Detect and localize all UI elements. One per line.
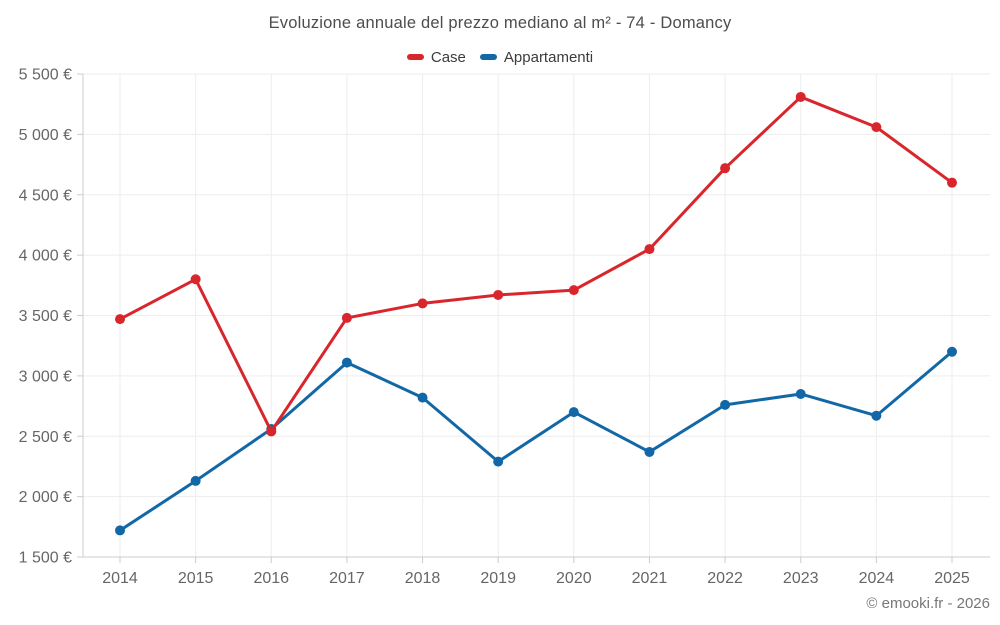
case-point-2014[interactable] [115,314,125,325]
appartamenti-point-2018[interactable] [417,392,428,403]
appartamenti-point-2023[interactable] [795,388,806,399]
appartamenti-point-2015[interactable] [190,475,201,486]
legend-label-appartamenti: Appartamenti [503,48,594,66]
chart-title: Evoluzione annuale del prezzo mediano al… [268,14,732,32]
appartamenti-point-2017[interactable] [341,357,352,368]
case-series-marker-icon [406,54,424,60]
case-point-2016[interactable] [266,426,277,437]
x-axis-label: 2023 [783,570,819,587]
x-axis-label: 2025 [934,570,970,587]
case-point-2017[interactable] [341,312,352,323]
axis-lines [82,74,990,558]
y-axis-label: 2 000 € [19,489,72,506]
x-axis-label: 2020 [556,570,592,587]
x-axis-label: 2014 [102,570,138,587]
x-axis-label: 2021 [632,570,668,587]
x-axis-label: 2015 [178,570,214,587]
case-point-2020[interactable] [568,285,579,296]
case-point-2025[interactable] [947,177,957,188]
case-point-2018[interactable] [417,298,428,309]
x-axis-label: 2017 [329,570,365,587]
y-axis-label: 4 500 € [19,187,72,204]
appartamenti-point-2020[interactable] [568,407,579,418]
x-axis-label: 2019 [480,570,516,587]
appartamenti-series-marker-icon [479,54,497,60]
x-axis-label: 2022 [707,570,743,587]
appartamenti-point-2022[interactable] [720,399,731,410]
y-axis-label: 5 000 € [19,127,72,144]
y-axis-label: 3 500 € [19,308,72,325]
case-point-2015[interactable] [190,274,201,285]
legend-item-case[interactable]: Case [406,48,466,66]
y-axis-label: 3 000 € [19,368,72,385]
appartamenti-point-2014[interactable] [115,525,125,536]
y-axis-label: 5 500 € [19,67,72,84]
case-point-2019[interactable] [493,289,504,300]
y-axis-label: 2 500 € [19,429,72,446]
appartamenti-point-2024[interactable] [871,410,882,421]
y-axis-label: 1 500 € [19,550,72,567]
x-axis-label: 2016 [253,570,289,587]
copyright-text: © emooki.fr - 2026 [866,595,990,612]
y-axis-label: 4 000 € [19,248,72,265]
case-point-2022[interactable] [720,163,731,174]
x-axis-label: 2024 [859,570,895,587]
case-point-2021[interactable] [644,244,655,255]
chart-legend: Case Appartamenti [0,46,1000,68]
legend-label-case: Case [430,48,466,66]
case-point-2024[interactable] [871,122,882,133]
appartamenti-point-2021[interactable] [644,446,655,457]
case-point-2023[interactable] [795,91,806,102]
appartamenti-point-2019[interactable] [493,456,504,467]
appartamenti-line [118,350,954,532]
legend-item-appartamenti[interactable]: Appartamenti [479,48,594,66]
x-axis-label: 2018 [405,570,441,587]
case-line [118,95,954,433]
appartamenti-point-2025[interactable] [947,346,957,357]
